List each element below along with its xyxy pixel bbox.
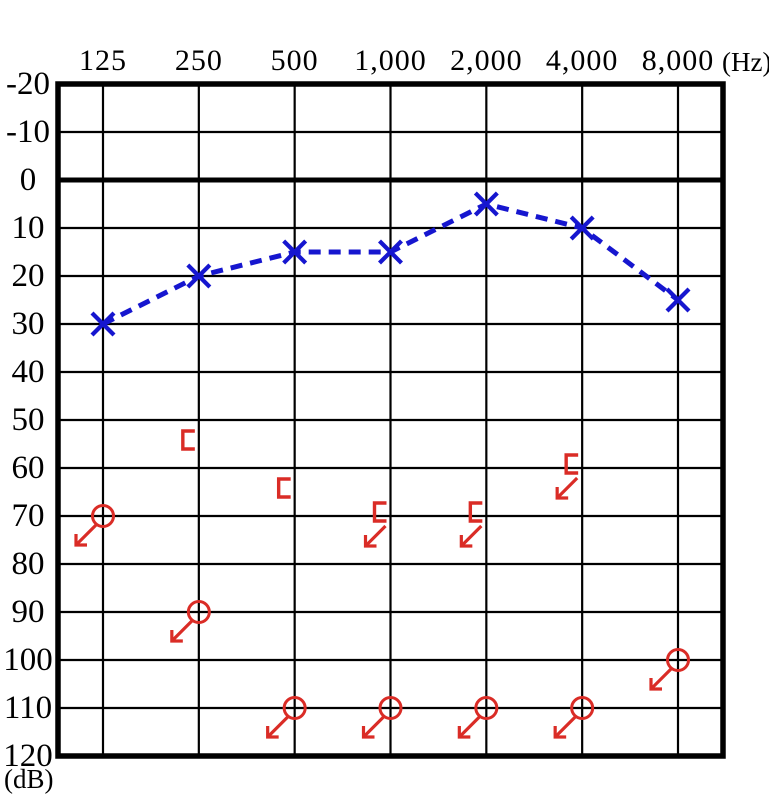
freq-tick-label: 500 — [270, 44, 319, 77]
db-tick-label: 110 — [3, 690, 53, 726]
circle-marker — [474, 696, 499, 720]
bracket-marker — [468, 501, 483, 523]
db-tick-label: 90 — [11, 594, 45, 630]
x-marker — [282, 239, 308, 265]
db-tick-label: 60 — [11, 450, 45, 486]
db-tick-label: 100 — [3, 642, 53, 678]
no-response-arrow — [457, 715, 481, 739]
circle-marker — [378, 696, 403, 720]
no-response-arrow — [266, 715, 289, 739]
db-tick-label: 30 — [11, 306, 45, 342]
freq-tick-label: 250 — [174, 44, 223, 77]
circle-marker — [282, 696, 307, 720]
circle-marker — [570, 696, 595, 720]
freq-tick-label: 125 — [79, 44, 127, 77]
db-tick-label: -20 — [6, 66, 50, 102]
no-response-arrow — [553, 715, 577, 739]
no-response-arrow — [363, 524, 387, 548]
x-marker — [473, 191, 499, 217]
db-unit-label: (dB) — [4, 764, 54, 794]
db-tick-label: 40 — [11, 354, 45, 390]
no-response-arrow — [649, 667, 673, 691]
bone-conduction-brackets — [181, 429, 579, 548]
circle-marker — [666, 648, 690, 672]
db-tick-label: -10 — [6, 114, 50, 150]
db-tick-label: 80 — [11, 546, 45, 582]
db-tick-label: 0 — [19, 162, 37, 198]
bracket-marker — [181, 429, 195, 451]
no-response-arrow — [555, 476, 579, 500]
air-conduction-circles-no-response — [74, 504, 690, 739]
freq-tick-label: 1,000 — [354, 44, 427, 77]
no-response-arrow — [361, 715, 385, 739]
plot-border — [55, 81, 726, 759]
bracket-marker — [372, 501, 387, 523]
x-marker — [569, 215, 595, 241]
x-marker — [378, 239, 403, 265]
db-tick-label: 70 — [11, 498, 45, 534]
air-conduction-x-symbols — [90, 191, 691, 337]
frequency-unit-label: (Hz) — [722, 47, 769, 77]
freq-tick-label: 2,000 — [450, 44, 523, 77]
bracket-marker — [564, 453, 579, 475]
no-response-arrow — [74, 523, 98, 547]
no-response-arrow — [459, 524, 483, 548]
x-marker — [186, 263, 212, 289]
circle-marker — [91, 504, 115, 528]
x-marker — [665, 287, 691, 313]
gridlines — [58, 84, 723, 756]
db-tick-label: 50 — [11, 402, 45, 438]
no-response-arrow — [170, 619, 193, 643]
bracket-marker — [276, 477, 291, 499]
freq-tick-label: 8,000 — [641, 44, 715, 77]
db-tick-label: 10 — [11, 210, 45, 246]
db-tick-label: 120 — [3, 738, 53, 774]
db-tick-label: 20 — [11, 258, 45, 294]
x-marker — [90, 311, 116, 337]
circle-marker — [186, 600, 211, 624]
freq-tick-label: 4,000 — [545, 44, 619, 77]
